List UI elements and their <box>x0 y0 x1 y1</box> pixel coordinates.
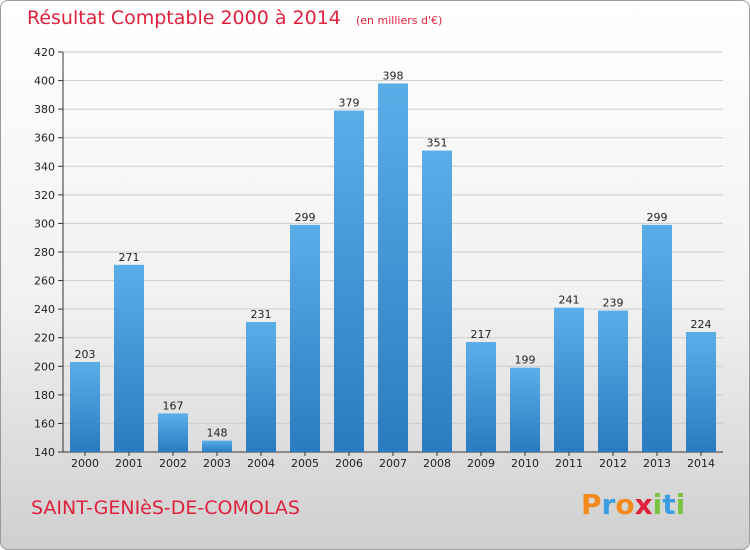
logo-letter: i <box>675 488 686 521</box>
x-tick-label: 2013 <box>643 457 671 470</box>
bar <box>114 264 144 452</box>
y-tick-label: 400 <box>34 75 55 88</box>
bar-value-label: 241 <box>559 294 580 307</box>
x-tick-label: 2010 <box>511 457 539 470</box>
y-tick-label: 300 <box>34 217 55 230</box>
logo-letter: P <box>581 488 602 521</box>
bar <box>246 322 276 452</box>
bar <box>422 150 452 453</box>
logo-letter: i <box>652 488 663 521</box>
x-tick-label: 2014 <box>687 457 715 470</box>
bar <box>598 310 628 452</box>
x-tick-label: 2000 <box>71 457 99 470</box>
bar <box>334 110 364 453</box>
y-tick-label: 220 <box>34 332 55 345</box>
bar-value-label: 203 <box>75 348 96 361</box>
x-tick-label: 2011 <box>555 457 583 470</box>
x-tick-label: 2008 <box>423 457 451 470</box>
bar-value-label: 379 <box>339 97 360 110</box>
logo-letter: x <box>634 488 653 521</box>
bar <box>642 224 672 452</box>
x-tick-label: 2012 <box>599 457 627 470</box>
y-tick-label: 180 <box>34 389 55 402</box>
x-tick-label: 2003 <box>203 457 231 470</box>
y-tick-label: 320 <box>34 189 55 202</box>
y-tick-label: 240 <box>34 303 55 316</box>
bar-value-label: 299 <box>295 211 316 224</box>
proxiti-logo: Proxiti <box>581 488 685 521</box>
bar <box>70 362 100 452</box>
bar <box>158 413 188 452</box>
chart-subtitle: (en milliers d'€) <box>355 14 443 27</box>
bar-value-label: 231 <box>251 308 272 321</box>
y-tick-label: 160 <box>34 417 55 430</box>
bar-value-label: 224 <box>691 318 712 331</box>
logo-letter: t <box>662 488 676 521</box>
bar-value-label: 239 <box>603 297 624 310</box>
bar-value-label: 167 <box>163 399 184 412</box>
y-tick-label: 420 <box>34 46 55 59</box>
y-tick-label: 140 <box>34 446 55 459</box>
y-tick-label: 200 <box>34 360 55 373</box>
bars <box>70 83 716 453</box>
bar <box>202 440 232 452</box>
bar-value-label: 217 <box>471 328 492 341</box>
bar-value-label: 148 <box>207 427 228 440</box>
bar <box>686 332 716 452</box>
y-tick-label: 340 <box>34 160 55 173</box>
chart-title: Résultat Comptable 2000 à 2014 <box>27 7 341 29</box>
bar-value-label: 351 <box>427 137 448 150</box>
x-tick-label: 2007 <box>379 457 407 470</box>
y-tick-label: 260 <box>34 275 55 288</box>
bar <box>378 83 408 452</box>
bar <box>290 224 320 452</box>
commune-name: SAINT-GENIèS-DE-COMOLAS <box>31 497 300 519</box>
logo-letter: r <box>601 488 616 521</box>
bar-value-label: 299 <box>647 211 668 224</box>
x-tick-label: 2001 <box>115 457 143 470</box>
bar-value-label: 398 <box>383 69 404 82</box>
title-row: Résultat Comptable 2000 à 2014 (en milli… <box>27 7 442 29</box>
x-tick-label: 2004 <box>247 457 275 470</box>
y-tick-label: 280 <box>34 246 55 259</box>
x-tick-label: 2005 <box>291 457 319 470</box>
bar-value-label: 271 <box>119 251 140 264</box>
logo-letter: o <box>615 488 635 521</box>
x-tick-label: 2006 <box>335 457 363 470</box>
bar-value-label: 199 <box>515 354 536 367</box>
y-tick-label: 380 <box>34 103 55 116</box>
y-tick-label: 360 <box>34 132 55 145</box>
x-tick-label: 2002 <box>159 457 187 470</box>
bar <box>466 342 496 452</box>
bar <box>554 307 584 452</box>
x-tick-label: 2009 <box>467 457 495 470</box>
bar <box>510 367 540 452</box>
labels: 203 2000 271 2001 167 2002 148 2003 231 2004 299 20… <box>71 69 715 470</box>
